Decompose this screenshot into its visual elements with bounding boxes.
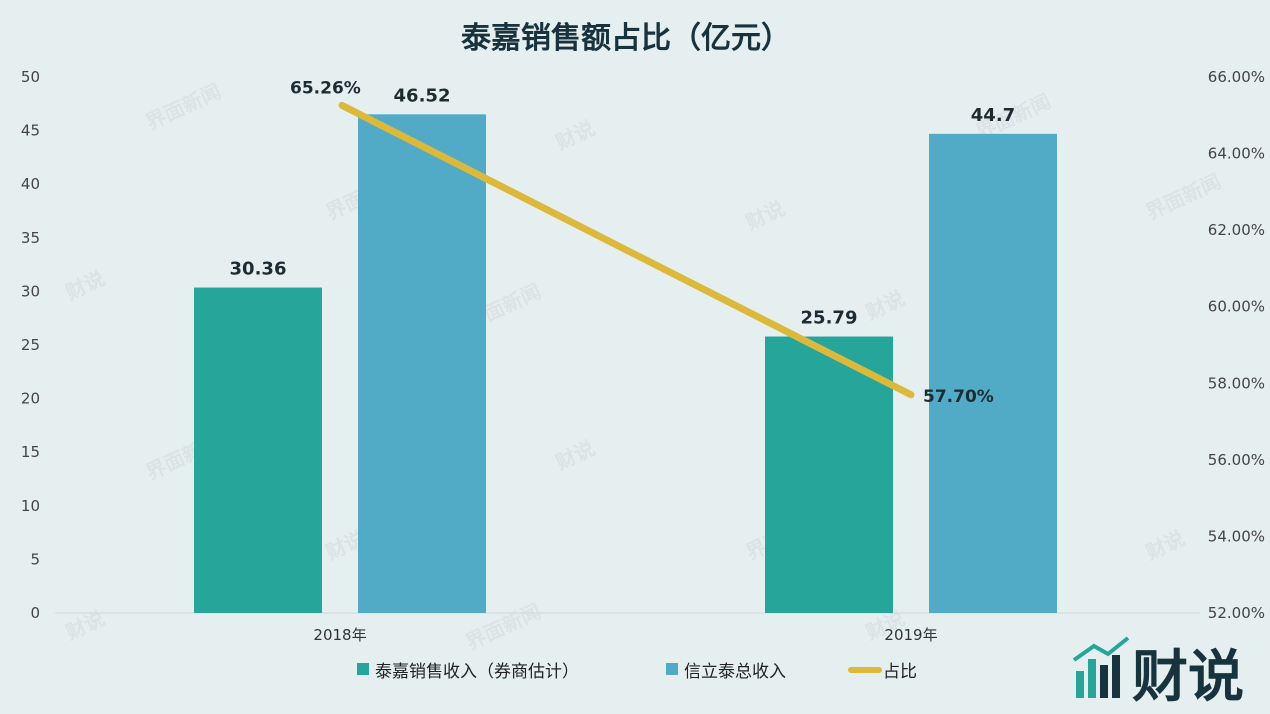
y-right-tick-label: 64.00% [1208, 145, 1265, 163]
y-left-tick-label: 30 [21, 282, 40, 300]
watermark-text: 财说 [862, 286, 908, 325]
y-right-tick-label: 52.00% [1208, 604, 1265, 622]
watermark-text: 财说 [742, 196, 788, 235]
bar-taijia-sales [765, 336, 893, 613]
y-left-tick-label: 50 [21, 68, 40, 86]
y-left-tick-label: 25 [21, 336, 40, 354]
y-left-tick-label: 20 [21, 390, 40, 408]
logo-bar-4 [1112, 655, 1120, 698]
y-left-tick-label: 5 [30, 550, 40, 568]
y-left-tick-label: 40 [21, 175, 40, 193]
y-right-tick-label: 56.00% [1208, 451, 1265, 469]
legend-swatch [666, 663, 678, 675]
x-category-label: 2019年 [884, 626, 937, 644]
watermark-text: 财说 [552, 436, 598, 475]
bar-series [194, 114, 1057, 614]
legend: 泰嘉销售收入（券商估计） 信立泰总收入 占比 [357, 662, 917, 682]
y-axis-left: 0 5 10 15 20 25 30 35 40 45 50 [21, 68, 40, 622]
ratio-data-label: 57.70% [923, 387, 994, 407]
watermark-text: 财说 [552, 116, 598, 155]
ratio-line [338, 101, 915, 399]
bar-data-label: 25.79 [801, 308, 858, 329]
ratio-line-series: 65.26% 57.70% [290, 78, 994, 406]
x-category-label: 2018年 [313, 626, 366, 644]
y-right-tick-label: 62.00% [1208, 221, 1265, 239]
logo-trend-arrow [1072, 636, 1130, 662]
y-right-tick-label: 60.00% [1208, 298, 1265, 316]
watermark-text: 财说 [62, 266, 108, 305]
bar-data-labels: 30.36 25.79 46.52 44.7 [230, 85, 1016, 328]
legend-swatch [357, 663, 369, 675]
watermark-text: 界面新闻 [1142, 169, 1225, 225]
legend-label: 占比 [883, 662, 917, 682]
bar-salubris-revenue [929, 133, 1057, 614]
logo-bar-1 [1076, 671, 1084, 698]
watermark-text: 财说 [1142, 526, 1188, 565]
y-right-tick-label: 54.00% [1208, 527, 1265, 545]
bar-data-label: 44.7 [971, 105, 1015, 126]
watermark-text: 财说 [62, 606, 108, 645]
legend-label: 泰嘉销售收入（券商估计） [375, 662, 579, 682]
y-right-tick-label: 66.00% [1208, 68, 1265, 86]
logo-bar-3 [1100, 665, 1108, 698]
logo-bar-2 [1088, 659, 1096, 698]
chart-title: 泰嘉销售额占比（亿元） [461, 21, 791, 56]
bar-taijia-sales [194, 287, 322, 613]
y-axis-right: 52.00% 54.00% 56.00% 58.00% 60.00% 62.00% 64.0… [1208, 68, 1265, 622]
y-left-tick-label: 15 [21, 443, 40, 461]
x-axis-categories: 2018年 2019年 [313, 626, 937, 644]
logo-text: 财说 [1132, 645, 1244, 710]
bar-data-label: 46.52 [394, 85, 451, 106]
legend-label: 信立泰总收入 [684, 662, 786, 682]
y-left-tick-label: 45 [21, 122, 40, 140]
y-left-tick-label: 10 [21, 497, 40, 515]
y-right-tick-label: 58.00% [1208, 374, 1265, 392]
bar-salubris-revenue [358, 114, 486, 613]
y-left-tick-label: 0 [30, 604, 40, 622]
caishuo-logo: 财说 [1072, 636, 1244, 710]
bar-data-label: 30.36 [230, 259, 287, 280]
ratio-data-label: 65.26% [290, 78, 361, 98]
y-left-tick-label: 35 [21, 229, 40, 247]
watermark-text: 界面新闻 [142, 79, 225, 135]
